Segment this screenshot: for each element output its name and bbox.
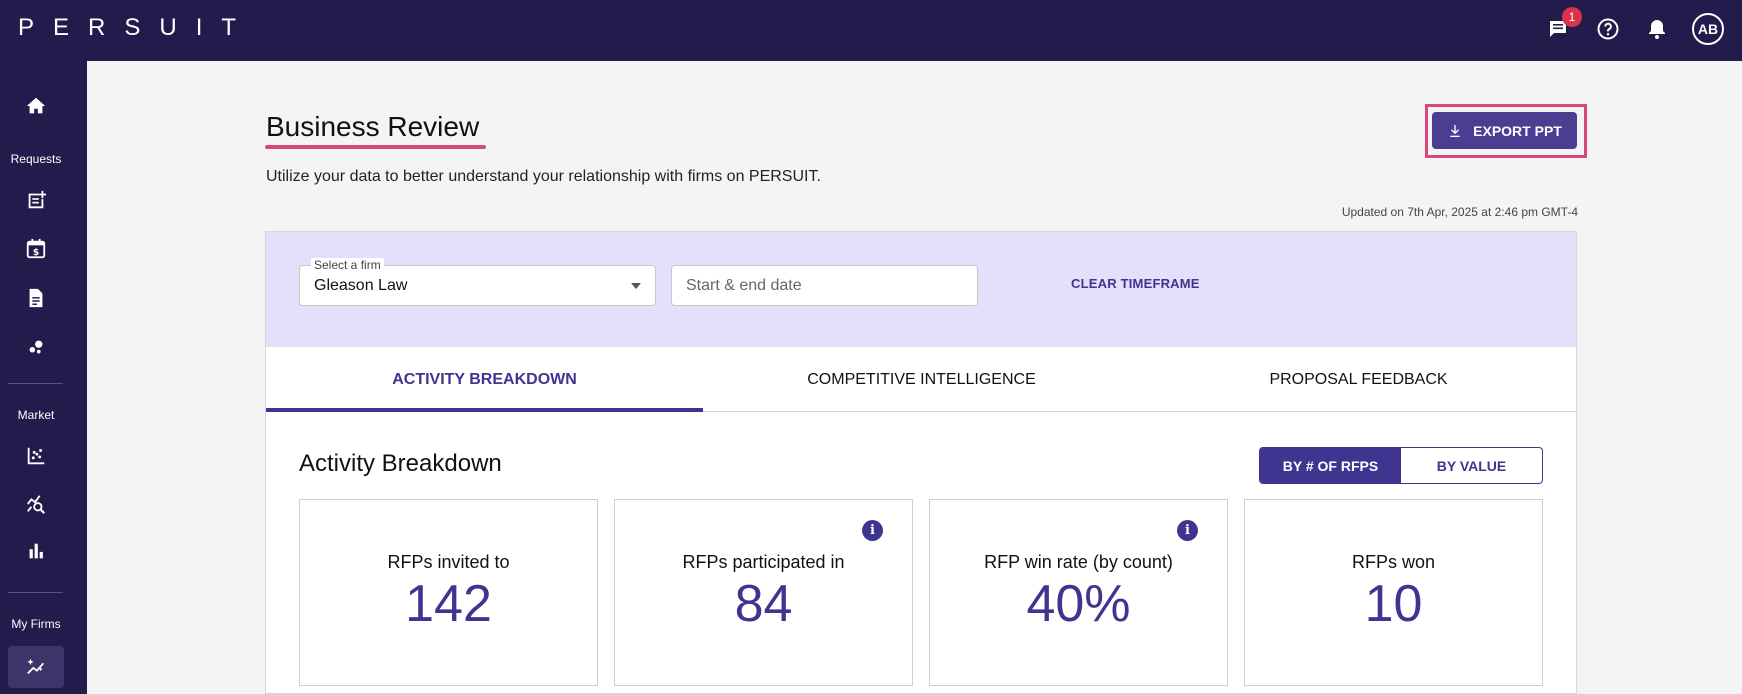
scatter-chart-icon[interactable]	[23, 443, 49, 469]
stat-card-label: RFPs won	[1351, 552, 1436, 572]
tab-bar: ACTIVITY BREAKDOWN COMPETITIVE INTELLIGE…	[266, 347, 1576, 412]
download-icon	[1450, 124, 1460, 137]
tab-competitive-intelligence[interactable]: COMPETITIVE INTELLIGENCE	[807, 370, 1036, 388]
stat-card-label: RFPs invited to	[387, 552, 510, 572]
export-ppt-button[interactable]: EXPORT PPT	[1432, 112, 1577, 149]
stat-card-rfps-won: RFPs won 10	[1244, 499, 1543, 686]
home-icon[interactable]	[23, 93, 49, 119]
updated-timestamp: Updated on 7th Apr, 2025 at 2:46 pm GMT-…	[1341, 205, 1578, 219]
search-analytics-icon[interactable]	[23, 491, 49, 517]
svg-text:$: $	[33, 247, 39, 258]
sparkle-chart-icon[interactable]	[23, 654, 49, 680]
bell-icon[interactable]	[1642, 14, 1672, 44]
info-icon[interactable]: i	[862, 520, 883, 541]
sidebar-divider	[8, 592, 63, 593]
business-review-panel: Select a firm Gleason Law CLEAR TIMEFRAM…	[265, 231, 1577, 694]
stat-card-value: 40%	[1026, 575, 1131, 633]
tab-proposal-feedback[interactable]: PROPOSAL FEEDBACK	[1269, 370, 1448, 388]
caret-down-icon	[631, 283, 641, 289]
top-bar: PERSUIT 1 AB	[0, 0, 1742, 61]
new-request-icon[interactable]	[23, 187, 49, 213]
notification-count-badge: 1	[1562, 7, 1582, 27]
firm-select-label: Select a firm	[311, 258, 384, 272]
stat-card-win-rate: i RFP win rate (by count) 40%	[929, 499, 1228, 686]
stat-card-value: 10	[1364, 575, 1423, 633]
tab-activity-breakdown[interactable]: ACTIVITY BREAKDOWN	[392, 370, 577, 388]
toggle-by-rfp-count[interactable]: BY # OF RFPS	[1260, 448, 1401, 483]
document-icon[interactable]	[23, 285, 49, 311]
chat-icon[interactable]	[1544, 14, 1574, 44]
stat-card-label: RFPs participated in	[682, 552, 845, 572]
sidebar-section-market: Market	[17, 408, 55, 422]
help-icon[interactable]	[1593, 14, 1623, 44]
sidebar: Requests $ Market My Firms	[0, 61, 87, 694]
page-subtitle: Utilize your data to better understand y…	[266, 168, 821, 185]
avatar[interactable]: AB	[1692, 13, 1724, 45]
sidebar-item-active-highlight	[8, 646, 64, 688]
sidebar-section-my-firms: My Firms	[11, 617, 61, 631]
date-range-input[interactable]	[671, 265, 978, 306]
stat-card-label: RFP win rate (by count)	[984, 552, 1173, 572]
stat-card-rfps-participated: i RFPs participated in 84	[614, 499, 913, 686]
export-highlight-frame	[1425, 104, 1587, 158]
sidebar-divider	[8, 383, 63, 384]
main-content: Business Review Utilize your data to bet…	[87, 61, 1742, 694]
stat-card-rfps-invited: RFPs invited to 142	[299, 499, 598, 686]
metric-toggle: BY # OF RFPS BY VALUE	[1259, 447, 1543, 484]
filter-bar: Select a firm Gleason Law CLEAR TIMEFRAM…	[266, 232, 1576, 347]
bubbles-icon[interactable]	[23, 334, 49, 360]
toggle-by-value[interactable]: BY VALUE	[1436, 457, 1507, 474]
page-title: Business Review	[266, 111, 480, 142]
app-logo[interactable]: PERSUIT	[18, 14, 256, 41]
active-tab-indicator	[266, 408, 703, 412]
info-icon[interactable]: i	[1177, 520, 1198, 541]
firm-select-value: Gleason Law	[314, 277, 408, 294]
sidebar-section-requests: Requests	[10, 152, 62, 166]
stat-card-value: 84	[734, 575, 793, 633]
stat-card-value: 142	[405, 575, 492, 633]
bar-chart-icon[interactable]	[23, 538, 49, 564]
title-highlight-underline	[265, 145, 486, 149]
export-ppt-label: EXPORT PPT	[1473, 122, 1562, 139]
firm-select[interactable]: Select a firm Gleason Law	[299, 258, 656, 306]
section-title: Activity Breakdown	[299, 450, 502, 477]
calendar-dollar-icon[interactable]: $	[23, 236, 49, 262]
clear-timeframe-button[interactable]: CLEAR TIMEFRAME	[1071, 276, 1200, 291]
